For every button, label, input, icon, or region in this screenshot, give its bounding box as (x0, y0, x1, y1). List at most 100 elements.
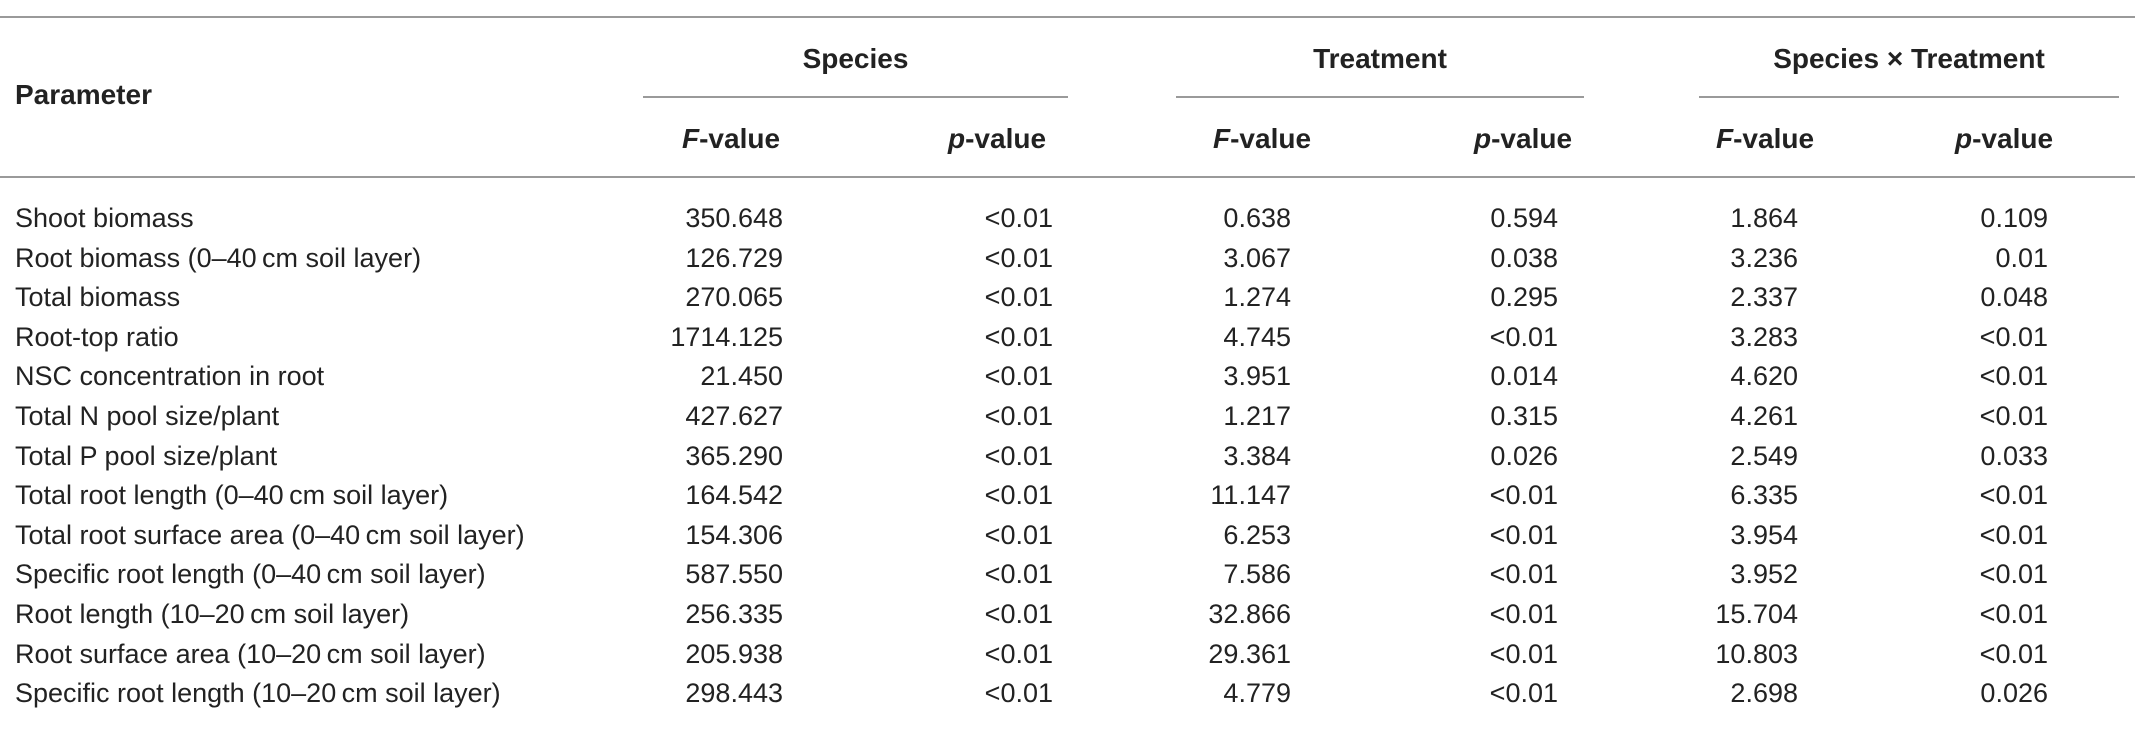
treatment-p-value-cell: <0.01 (1489, 480, 1558, 510)
table-row: Root surface area (10–20 cm soil layer) 2… (0, 641, 2135, 681)
treatment-f-value-cell: 29.361 (1208, 639, 1291, 669)
table-row: Total biomass 270.065 <0.01 1.274 0.295 2.337… (0, 284, 2135, 324)
interaction-p-value-cell: <0.01 (1979, 480, 2048, 510)
interaction-f-value-cell: 4.261 (1730, 401, 1798, 431)
species-p-value-cell: <0.01 (984, 599, 1053, 629)
species-f-value-cell: 21.450 (700, 361, 783, 391)
treatment-f-value-header: F-value (1213, 123, 1312, 154)
table-row: Shoot biomass 350.648 <0.01 0.638 0.594 1.864… (0, 205, 2135, 245)
species-f-value-cell: 365.290 (685, 441, 783, 471)
treatment-p-value-cell: <0.01 (1489, 520, 1558, 550)
table-row: Root-top ratio 1714.125 <0.01 4.745 <0.01 3.2… (0, 324, 2135, 364)
species-p-value-cell: <0.01 (984, 401, 1053, 431)
species-p-value-cell: <0.01 (984, 322, 1053, 352)
species-group-rule (643, 96, 1068, 98)
parameter-cell: Total N pool size/plant (15, 401, 280, 431)
interaction-group-header: Species × Treatment (1773, 43, 2045, 74)
treatment-f-value-cell: 11.147 (1210, 480, 1291, 510)
table-row: Root biomass (0–40 cm soil layer) 126.729… (0, 245, 2135, 285)
treatment-p-value-cell: 0.295 (1490, 282, 1558, 312)
parameter-cell: Shoot biomass (15, 203, 194, 233)
species-p-value-cell: <0.01 (984, 639, 1053, 669)
species-p-value-cell: <0.01 (984, 203, 1053, 233)
table-row: Specific root length (10–20 cm soil laye… (0, 680, 2135, 720)
species-p-value-cell: <0.01 (984, 361, 1053, 391)
interaction-p-value-cell: <0.01 (1979, 520, 2048, 550)
table-row: NSC concentration in root 21.450 <0.01 3.95… (0, 363, 2135, 403)
interaction-f-value-cell: 3.954 (1730, 520, 1798, 550)
interaction-f-value-cell: 6.335 (1730, 480, 1798, 510)
parameter-cell: Root length (10–20 cm soil layer) (15, 599, 410, 629)
treatment-group-rule (1176, 96, 1584, 98)
interaction-p-value-cell: 0.109 (1980, 203, 2048, 233)
species-f-value-cell: 126.729 (685, 243, 783, 273)
treatment-p-value-cell: 0.026 (1490, 441, 1558, 471)
interaction-p-value-cell: <0.01 (1979, 639, 2048, 669)
treatment-p-value-cell: 0.014 (1490, 361, 1558, 391)
interaction-f-value-cell: 1.864 (1730, 203, 1798, 233)
table-row: Root length (10–20 cm soil layer) 256.335… (0, 601, 2135, 641)
species-p-value-cell: <0.01 (984, 559, 1053, 589)
species-f-value-cell: 587.550 (685, 559, 783, 589)
parameter-cell: Specific root length (0–40 cm soil layer… (15, 559, 486, 589)
species-f-value-cell: 270.065 (685, 282, 783, 312)
parameter-cell: Root biomass (0–40 cm soil layer) (15, 243, 422, 273)
interaction-f-value-cell: 10.803 (1715, 639, 1798, 669)
interaction-f-value-cell: 3.236 (1730, 243, 1798, 273)
species-p-value-header: p-value (948, 123, 1047, 154)
species-p-value-cell: <0.01 (984, 678, 1053, 708)
interaction-p-value-cell: 0.048 (1980, 282, 2048, 312)
treatment-p-value-cell: <0.01 (1489, 559, 1558, 589)
species-f-value-header: F-value (682, 123, 781, 154)
interaction-p-value-cell: <0.01 (1979, 322, 2048, 352)
parameter-cell: Total root surface area (0–40 cm soil la… (15, 520, 525, 550)
treatment-p-value-cell: <0.01 (1489, 678, 1558, 708)
treatment-f-value-cell: 3.951 (1223, 361, 1291, 391)
interaction-f-value-cell: 2.549 (1730, 441, 1798, 471)
treatment-f-value-cell: 1.274 (1223, 282, 1291, 312)
species-f-value-cell: 205.938 (685, 639, 783, 669)
parameter-cell: NSC concentration in root (15, 361, 325, 391)
table-row: Total N pool size/plant 427.627 <0.01 1.217… (0, 403, 2135, 443)
interaction-f-value-cell: 3.283 (1730, 322, 1798, 352)
treatment-f-value-cell: 7.586 (1223, 559, 1291, 589)
treatment-p-value-header: p-value (1474, 123, 1573, 154)
interaction-f-value-cell: 3.952 (1730, 559, 1798, 589)
interaction-p-value-cell: <0.01 (1979, 361, 2048, 391)
treatment-group-header: Treatment (1313, 43, 1447, 74)
table-row: Total root surface area (0–40 cm soil la… (0, 522, 2135, 562)
interaction-f-value-cell: 15.704 (1715, 599, 1798, 629)
treatment-f-value-cell: 1.217 (1223, 401, 1291, 431)
interaction-p-value-cell: 0.01 (1995, 243, 2048, 273)
treatment-f-value-cell: 4.779 (1223, 678, 1291, 708)
species-p-value-cell: <0.01 (984, 282, 1053, 312)
parameter-cell: Root surface area (10–20 cm soil layer) (15, 639, 486, 669)
treatment-f-value-cell: 3.384 (1223, 441, 1291, 471)
species-f-value-cell: 350.648 (685, 203, 783, 233)
table-row: Specific root length (0–40 cm soil layer… (0, 561, 2135, 601)
species-f-value-cell: 256.335 (685, 599, 783, 629)
treatment-f-value-cell: 4.745 (1223, 322, 1291, 352)
top-rule (0, 16, 2135, 18)
species-f-value-cell: 1714.125 (670, 322, 783, 352)
treatment-f-value-cell: 3.067 (1223, 243, 1291, 273)
table-row: Total root length (0–40 cm soil layer) 16… (0, 482, 2135, 522)
header-bottom-rule (0, 176, 2135, 178)
treatment-p-value-cell: <0.01 (1489, 599, 1558, 629)
interaction-p-value-cell: <0.01 (1979, 559, 2048, 589)
treatment-p-value-cell: 0.315 (1490, 401, 1558, 431)
treatment-f-value-cell: 0.638 (1223, 203, 1291, 233)
treatment-p-value-cell: <0.01 (1489, 639, 1558, 669)
interaction-p-value-cell: 0.033 (1980, 441, 2048, 471)
interaction-p-value-cell: 0.026 (1980, 678, 2048, 708)
treatment-f-value-cell: 32.866 (1208, 599, 1291, 629)
parameter-cell: Total biomass (15, 282, 181, 312)
parameter-cell: Specific root length (10–20 cm soil laye… (15, 678, 501, 708)
treatment-p-value-cell: 0.594 (1490, 203, 1558, 233)
interaction-f-value-header: F-value (1716, 123, 1815, 154)
interaction-p-value-cell: <0.01 (1979, 401, 2048, 431)
species-p-value-cell: <0.01 (984, 441, 1053, 471)
treatment-p-value-cell: 0.038 (1490, 243, 1558, 273)
species-p-value-cell: <0.01 (984, 480, 1053, 510)
species-f-value-cell: 427.627 (685, 401, 783, 431)
